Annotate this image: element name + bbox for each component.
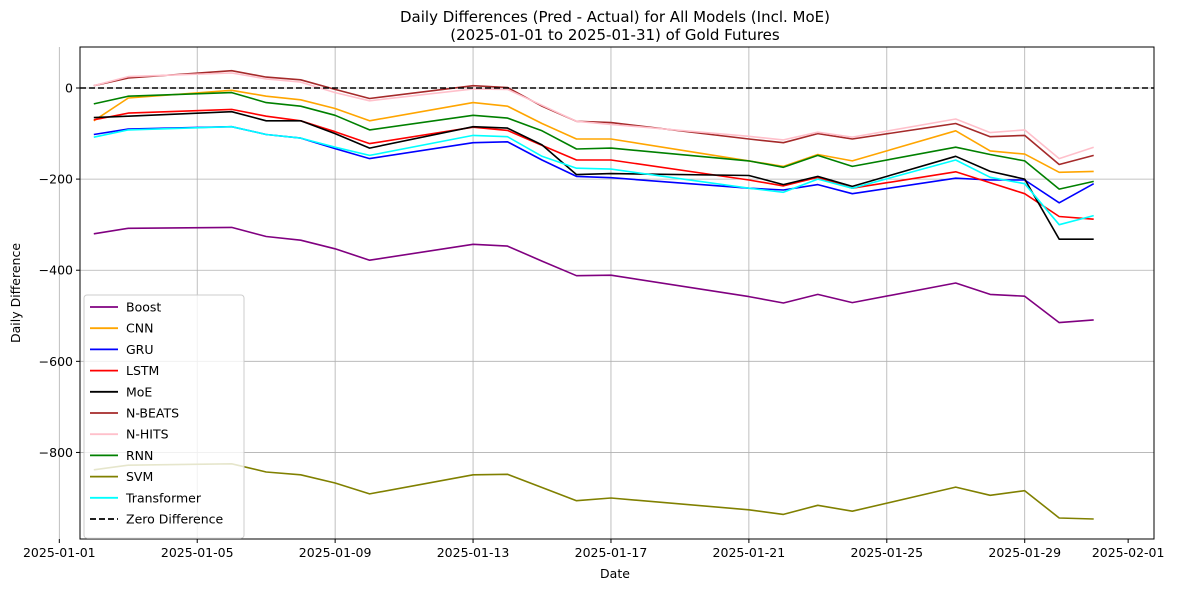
legend-label-cnn: CNN [126, 321, 153, 336]
series-line-n-beats [93, 69, 1094, 166]
y-tick-label: −200 [39, 172, 73, 187]
legend-label-n-hits: N-HITS [126, 427, 169, 442]
x-tick-label: 2025-01-01 [23, 545, 96, 560]
x-tick-label: 2025-01-29 [988, 545, 1061, 560]
chart-subtitle: (2025-01-01 to 2025-01-31) of Gold Futur… [450, 26, 780, 44]
series-line-moe [93, 110, 1094, 240]
series-line-gru [93, 125, 1095, 204]
y-tick-label: −400 [39, 263, 73, 278]
legend-label-n-beats: N-BEATS [126, 406, 179, 421]
series-line-rnn [93, 91, 1094, 190]
series-line-transformer [93, 125, 1094, 226]
legend-label-zero-difference: Zero Difference [126, 512, 223, 527]
legend-label-svm: SVM [126, 469, 153, 484]
series-line-boost [93, 226, 1094, 324]
x-tick-label: 2025-01-13 [437, 545, 510, 560]
legend-box [83, 294, 245, 539]
plot-frame [79, 46, 1155, 540]
x-tick-label: 2025-01-17 [575, 545, 648, 560]
legend-label-transformer: Transformer [125, 490, 202, 505]
x-tick-label: 2025-01-09 [299, 545, 372, 560]
y-tick-label: 0 [65, 81, 73, 96]
x-tick-label: 2025-01-25 [850, 545, 923, 560]
legend: Boost CNN GRU LSTM MoE N-BEATS N-HITS RNN SVM Tra… [83, 294, 245, 539]
x-tick-label: 2025-01-05 [161, 545, 234, 560]
series-line-n-hits [93, 72, 1094, 160]
x-axis-label: Date [600, 566, 630, 581]
y-tick-label: −800 [39, 445, 73, 460]
x-tick-label: 2025-01-21 [713, 545, 786, 560]
legend-label-moe: MoE [126, 384, 152, 399]
legend-label-boost: Boost [126, 300, 161, 315]
series-line-svm [93, 462, 1094, 520]
x-tick-label: 2025-02-01 [1092, 545, 1165, 560]
y-tick-label: −600 [39, 354, 73, 369]
legend-label-lstm: LSTM [126, 363, 159, 378]
legend-label-gru: GRU [126, 342, 154, 357]
legend-label-rnn: RNN [126, 448, 153, 463]
axis-ticks: 2025-01-01 2025-01-05 2025-01-09 2025-01-13… [23, 81, 1164, 561]
series-lines [80, 69, 1154, 520]
series-line-lstm [93, 108, 1094, 220]
series-line-cnn [93, 89, 1094, 174]
chart-title: Daily Differences (Pred - Actual) for Al… [400, 8, 830, 26]
y-axis-label: Daily Difference [8, 243, 23, 343]
